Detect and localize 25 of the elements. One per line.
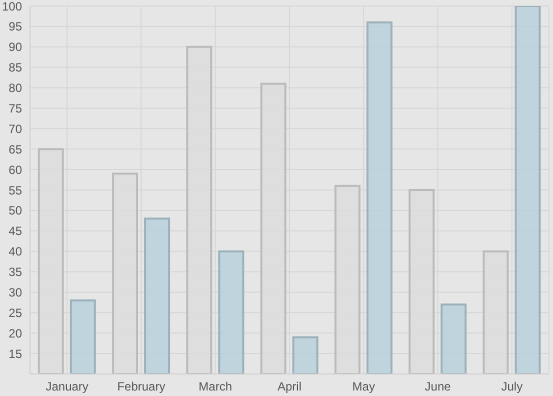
- x-tick-label: April: [277, 380, 302, 394]
- y-tick-label: 55: [8, 183, 22, 198]
- x-tick-label: January: [46, 380, 88, 394]
- y-tick-label: 45: [8, 224, 22, 238]
- x-tick-label: June: [424, 380, 452, 394]
- y-tick-label: 90: [8, 40, 22, 54]
- y-tick-label: 30: [8, 285, 22, 300]
- y-tick-label: 100: [2, 0, 22, 14]
- y-tick-label: 25: [8, 306, 22, 320]
- y-tick-label: 15: [8, 346, 22, 361]
- x-tick-label: February: [117, 380, 166, 394]
- y-tick-label: 50: [8, 204, 22, 218]
- y-tick-label: 70: [8, 122, 22, 136]
- y-tick-label: 35: [8, 265, 22, 280]
- y-tick-label: 75: [8, 101, 22, 116]
- y-tick-label: 95: [8, 20, 22, 34]
- y-tick-label: 60: [8, 162, 22, 177]
- y-tick-label: 40: [8, 244, 22, 259]
- x-tick-label: May: [352, 380, 375, 394]
- y-tick-label: 20: [8, 326, 22, 340]
- y-tick-label: 65: [8, 142, 22, 156]
- x-tick-label: July: [501, 380, 523, 394]
- x-tick-label: March: [198, 380, 232, 394]
- y-tick-label: 80: [8, 81, 22, 96]
- y-tick-label: 85: [8, 60, 22, 75]
